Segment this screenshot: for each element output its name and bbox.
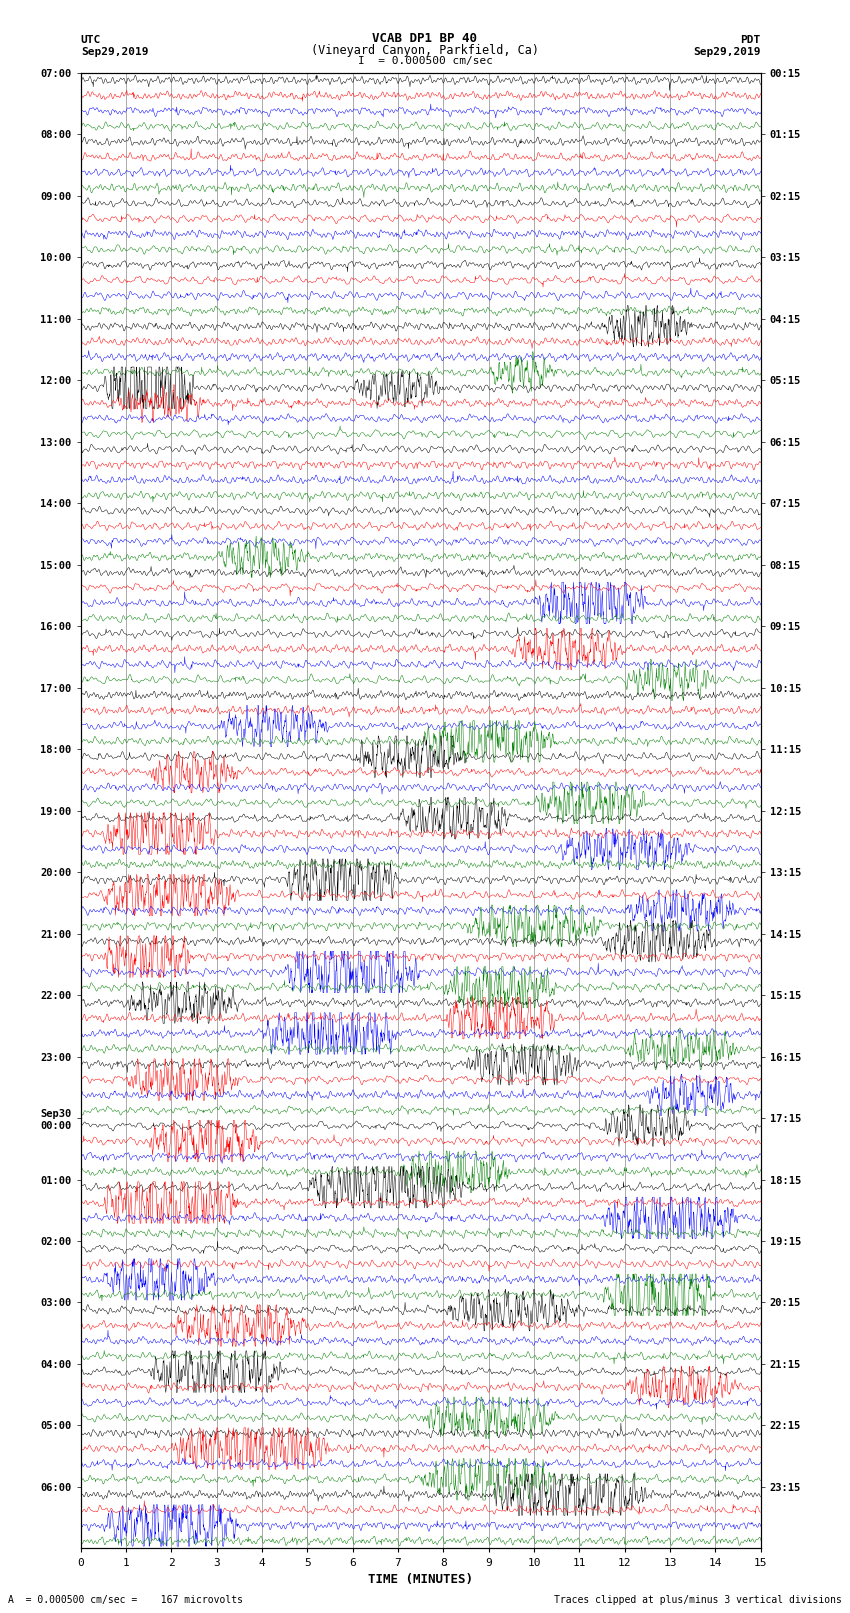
Text: PDT: PDT (740, 35, 761, 45)
Text: (Vineyard Canyon, Parkfield, Ca): (Vineyard Canyon, Parkfield, Ca) (311, 44, 539, 58)
Text: I  = 0.000500 cm/sec: I = 0.000500 cm/sec (358, 56, 492, 66)
Text: VCAB DP1 BP 40: VCAB DP1 BP 40 (372, 32, 478, 45)
Text: Sep29,2019: Sep29,2019 (81, 47, 148, 58)
X-axis label: TIME (MINUTES): TIME (MINUTES) (368, 1573, 473, 1586)
Text: Sep29,2019: Sep29,2019 (694, 47, 761, 58)
Text: Traces clipped at plus/minus 3 vertical divisions: Traces clipped at plus/minus 3 vertical … (553, 1595, 842, 1605)
Text: A  = 0.000500 cm/sec =    167 microvolts: A = 0.000500 cm/sec = 167 microvolts (8, 1595, 243, 1605)
Text: UTC: UTC (81, 35, 101, 45)
